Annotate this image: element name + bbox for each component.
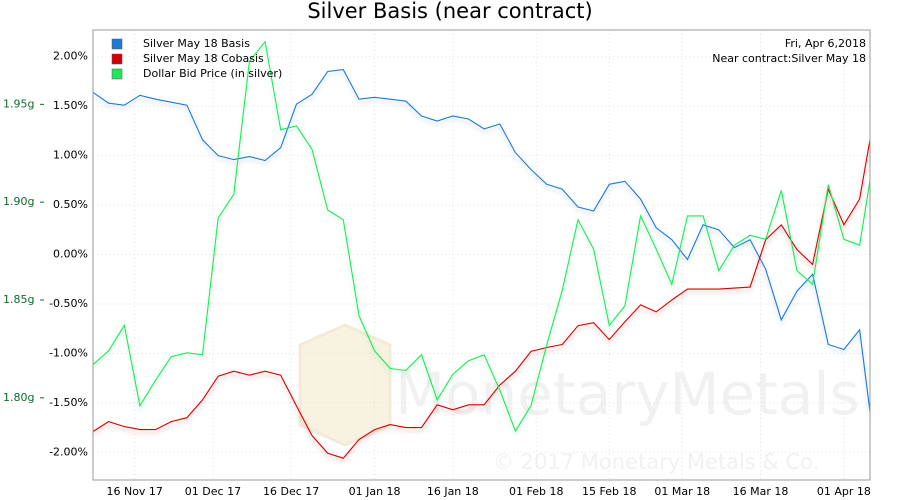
x-tick-label: 16 Mar 18 <box>733 485 789 498</box>
watermark-copyright: © 2017 Monetary Metals & Co. <box>493 450 819 474</box>
y-tick-label: -2.00% <box>49 445 88 458</box>
y-tick-label: 2.00% <box>53 50 88 63</box>
legend-swatch <box>111 38 123 50</box>
watermark-logo <box>298 323 392 447</box>
annotation-date: Fri, Apr 6,2018 <box>785 37 866 50</box>
y-tick-label: 1.00% <box>53 149 88 162</box>
x-tick-label: 16 Jan 18 <box>427 485 479 498</box>
y2-tick-label: 1.95g <box>3 97 34 110</box>
legend-swatch <box>111 53 123 65</box>
y-tick-label: -0.50% <box>49 297 88 310</box>
y-tick-label: 0.00% <box>53 248 88 261</box>
y2-tick-label: 1.80g <box>3 391 34 404</box>
y-tick-label: 0.50% <box>53 198 88 211</box>
annotation-contract: Near contract:Silver May 18 <box>712 52 866 65</box>
series-line <box>92 139 871 459</box>
legend-swatch <box>111 68 123 80</box>
x-tick-label: 01 Dec 17 <box>185 485 241 498</box>
plot-area <box>92 30 871 480</box>
x-tick-label: 16 Nov 17 <box>106 485 162 498</box>
x-tick-label: 16 Dec 17 <box>263 485 319 498</box>
legend-label: Silver May 18 Cobasis <box>143 52 264 65</box>
y-tick-label: -1.50% <box>49 396 88 409</box>
x-tick-label: 01 Feb 18 <box>509 485 563 498</box>
plot-frame <box>92 29 871 481</box>
legend-label: Dollar Bid Price (in silver) <box>143 67 282 80</box>
legend: Silver May 18 Basis Silver May 18 Cobasis… <box>111 37 282 80</box>
y2-tick-label: 1.90g <box>3 195 34 208</box>
y-tick-label: -1.00% <box>49 346 88 359</box>
x-tick-label: 01 Apr 18 <box>817 485 871 498</box>
watermark-text: MonetaryMetals <box>395 360 860 428</box>
series-line <box>92 69 871 412</box>
x-tick-label: 01 Jan 18 <box>349 485 401 498</box>
x-tick-label: 01 Mar 18 <box>654 485 710 498</box>
legend-label: Silver May 18 Basis <box>143 37 250 50</box>
y2-tick-label: 1.85g <box>3 293 34 306</box>
y-tick-label: 1.50% <box>53 99 88 112</box>
chart-title: Silver Basis (near contract) <box>307 0 592 23</box>
series-line <box>92 40 871 433</box>
x-tick-label: 15 Feb 18 <box>582 485 636 498</box>
